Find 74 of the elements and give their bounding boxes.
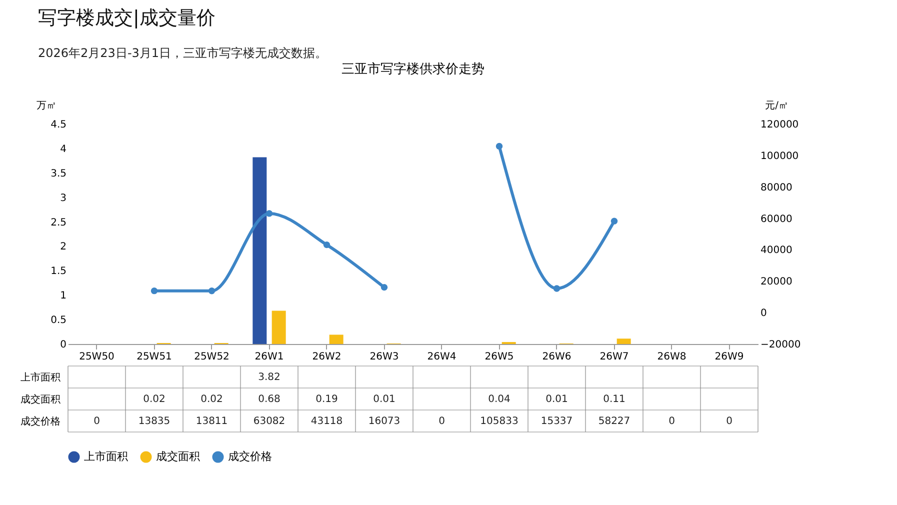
text: 写字楼成交|成交量价 xyxy=(38,7,216,29)
point xyxy=(323,241,330,248)
legend-label: 上市面积 xyxy=(84,450,128,463)
y-tick-label: 1 xyxy=(60,290,66,302)
x-tick-label: 26W6 xyxy=(542,352,572,362)
data-label: 3.82 xyxy=(258,372,280,383)
y-tick-label: 3.5 xyxy=(50,168,66,180)
text: 0 xyxy=(668,416,675,427)
y-tick-label: 3 xyxy=(60,192,66,204)
point xyxy=(266,210,273,217)
y2-tick-label: 80000 xyxy=(760,182,792,194)
data-label: 0.01 xyxy=(373,394,396,405)
bar xyxy=(329,334,344,344)
y2-tick-label: 40000 xyxy=(760,245,792,256)
data-label: 0.04 xyxy=(488,394,510,405)
data-label: 16073 xyxy=(368,416,400,427)
data-label: 0.01 xyxy=(546,394,568,405)
data-label: 63082 xyxy=(253,416,286,427)
data-label: 13811 xyxy=(196,416,228,427)
y-tick-label: 2 xyxy=(60,242,66,253)
data-label: 105833 xyxy=(480,416,518,427)
point xyxy=(150,287,158,294)
bar xyxy=(616,338,631,344)
text: 0 xyxy=(94,416,100,427)
text: 2026年2月23日-3月1日，三亚市写字楼无成交数据。 xyxy=(38,46,328,60)
y-tick-label: 0 xyxy=(60,340,66,350)
text: 成交面积 xyxy=(20,394,60,406)
y-tick-label: 1.5 xyxy=(50,266,66,278)
text: 0 xyxy=(726,416,732,427)
point xyxy=(496,142,503,150)
text: 0 xyxy=(438,416,445,427)
x-tick-label: 26W3 xyxy=(370,352,399,362)
legend-label: 成交价格 xyxy=(228,450,272,463)
x-tick-label: 26W8 xyxy=(657,352,686,362)
y-tick-label: 4 xyxy=(60,144,66,155)
x-tick-label: 26W1 xyxy=(254,352,284,362)
x-tick-label: 25W50 xyxy=(79,352,114,362)
data-label: 0.02 xyxy=(200,394,223,405)
x-tick-label: 26W9 xyxy=(714,352,744,362)
y2-axis-title: 元/㎡ xyxy=(765,100,788,112)
point xyxy=(380,284,388,291)
data-label: 0.19 xyxy=(316,394,338,405)
chart-title: 三亚市写字楼供求价走势 xyxy=(342,61,484,77)
point xyxy=(208,288,216,294)
y2-tick-label: −20000 xyxy=(760,340,801,350)
y-tick-label: 0.5 xyxy=(50,315,66,326)
data-label: 0.11 xyxy=(603,394,626,405)
y2-tick-label: 60000 xyxy=(760,214,792,225)
x-tick-label: 26W4 xyxy=(427,352,456,362)
data-label: 43118 xyxy=(310,416,343,427)
x-tick-label: 26W7 xyxy=(600,352,629,362)
x-tick-label: 25W52 xyxy=(194,352,230,362)
data-label: 13835 xyxy=(138,416,170,427)
bar xyxy=(272,310,286,344)
y-axis-title: 万㎡ xyxy=(36,100,56,112)
y2-tick-label: 120000 xyxy=(760,120,799,130)
data-label: 58227 xyxy=(598,416,630,427)
y-tick-label: 4.5 xyxy=(50,120,66,130)
y2-tick-label: 20000 xyxy=(760,276,792,288)
data-label: 0.68 xyxy=(258,394,280,405)
text: 上市面积 xyxy=(20,372,60,384)
bar xyxy=(252,157,267,344)
y-tick-label: 2.5 xyxy=(50,217,66,228)
point xyxy=(610,218,618,224)
x-tick-label: 26W2 xyxy=(312,352,342,362)
legend-label: 成交面积 xyxy=(156,450,200,463)
x-tick-label: 26W5 xyxy=(484,352,514,362)
data-label: 0.02 xyxy=(143,394,166,405)
text: 成交价格 xyxy=(20,416,60,428)
x-tick-label: 25W51 xyxy=(136,352,172,362)
y2-tick-label: 100000 xyxy=(760,150,799,162)
data-label: 15337 xyxy=(540,416,573,427)
y2-tick-label: 0 xyxy=(760,308,767,320)
point xyxy=(553,285,560,292)
